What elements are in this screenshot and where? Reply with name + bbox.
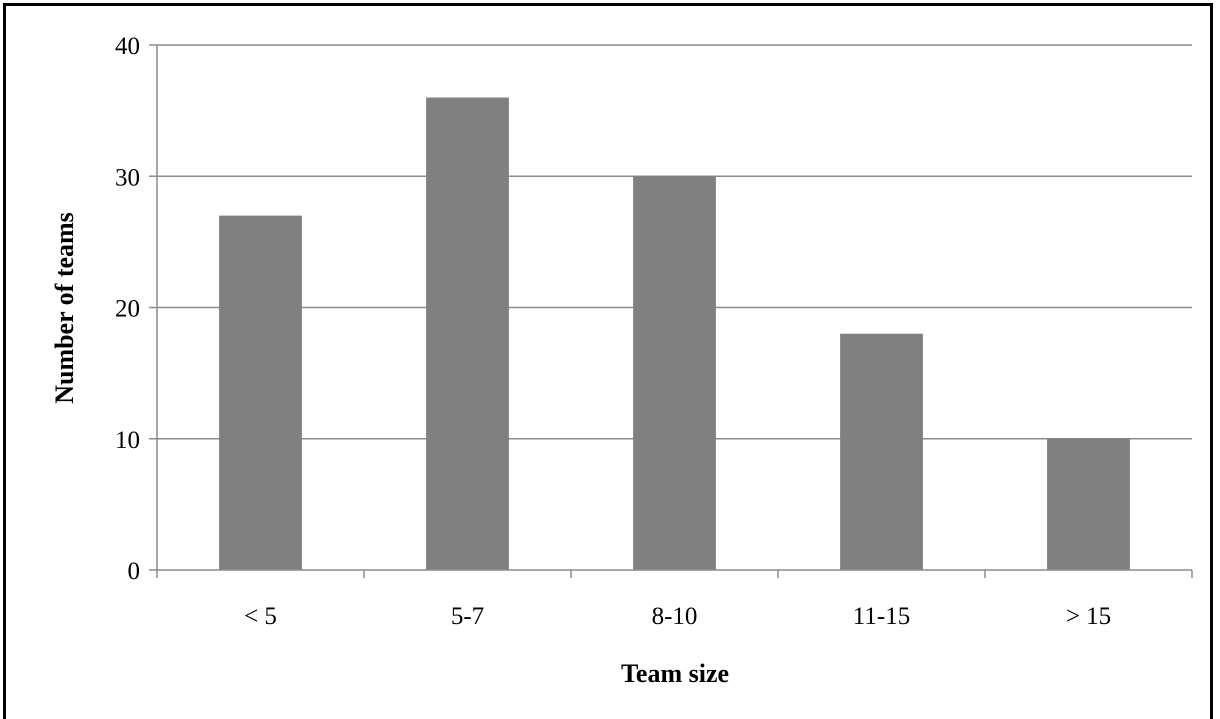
x-tick-label: 5-7 [451, 603, 484, 630]
bar [840, 333, 923, 570]
y-tick-label: 40 [115, 33, 140, 60]
x-axis-title: Team size [621, 659, 729, 688]
y-tick-label: 10 [115, 427, 140, 454]
y-tick-label: 20 [115, 296, 140, 323]
y-axis-title: Number of teams [50, 212, 79, 404]
axes [149, 44, 1193, 578]
bars [219, 97, 1130, 570]
x-tick-label: 8-10 [652, 603, 698, 630]
bar [426, 97, 509, 570]
bar [1047, 438, 1130, 570]
bar [219, 215, 302, 570]
bar [633, 176, 716, 570]
y-tick-label: 0 [128, 558, 141, 585]
x-tick-label: > 15 [1066, 603, 1111, 630]
chart-frame [3, 3, 1213, 719]
x-tick-label: < 5 [244, 603, 277, 630]
tick-labels: 0 10 20 30 40 < 5 5-7 8-10 11-15 > 15 [115, 33, 1111, 630]
x-tick-label: 11-15 [853, 603, 910, 630]
y-tick-label: 30 [115, 164, 140, 191]
